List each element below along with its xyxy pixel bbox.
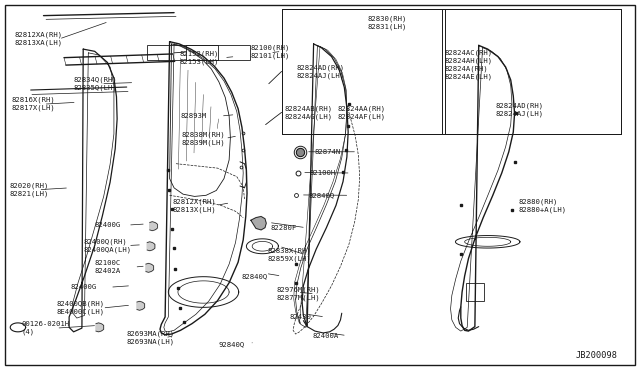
Text: 82100H: 82100H [310,170,336,176]
Bar [186,45,250,60]
Text: JB200098: JB200098 [575,351,618,360]
Bar [282,9,621,134]
Text: 82976M(RH)
82877M(LH): 82976M(RH) 82877M(LH) [276,287,320,301]
Text: 82816X(RH)
82817X(LH): 82816X(RH) 82817X(LH) [12,97,55,111]
Polygon shape [150,222,157,231]
Bar [282,9,445,134]
Text: 82874N: 82874N [315,149,341,155]
Text: 82152(RH)
82153(LH): 82152(RH) 82153(LH) [179,51,219,65]
Text: 82812XA(RH)
82813XA(LH): 82812XA(RH) 82813XA(LH) [14,32,62,46]
Text: 82100(RH)
82101(LH): 82100(RH) 82101(LH) [251,44,291,58]
Text: 82840Q: 82840Q [242,273,268,279]
Text: 82830(RH)
82831(LH): 82830(RH) 82831(LH) [368,16,408,30]
Polygon shape [147,242,155,251]
Polygon shape [137,301,145,310]
Text: 82280F: 82280F [270,225,296,231]
Text: 82693MA(RH)
82693NA(LH): 82693MA(RH) 82693NA(LH) [127,331,175,345]
Text: 82893M: 82893M [180,113,207,119]
Text: 82824AB(RH)
82824AG(LH): 82824AB(RH) 82824AG(LH) [285,105,333,119]
Text: 82400Q(RH)
82400QA(LH): 82400Q(RH) 82400QA(LH) [83,238,131,253]
Text: 82400QB(RH)
8E4000C(LH): 82400QB(RH) 8E4000C(LH) [56,301,104,315]
Bar [442,9,621,134]
Text: 82834Q(RH)
82835Q(LH): 82834Q(RH) 82835Q(LH) [74,77,117,91]
Text: 82880(RH)
82880+A(LH): 82880(RH) 82880+A(LH) [518,198,566,212]
Text: 92840Q: 92840Q [219,341,245,347]
Text: 00126-0201H
(4): 00126-0201H (4) [21,321,69,335]
Polygon shape [96,323,104,332]
Text: 82824AD(RH)
82824AJ(LH): 82824AD(RH) 82824AJ(LH) [496,103,544,117]
Text: 82400G: 82400G [95,222,121,228]
Text: 82812X(RH)
82813X(LH): 82812X(RH) 82813X(LH) [173,198,216,212]
Text: 82840Q: 82840Q [308,192,335,198]
Text: 82824AA(RH)
82824AF(LH): 82824AA(RH) 82824AF(LH) [337,105,385,119]
Polygon shape [251,217,266,230]
Text: 82838M(RH)
82839M(LH): 82838M(RH) 82839M(LH) [182,131,225,145]
Text: 82824AD(RH)
82824AJ(LH): 82824AD(RH) 82824AJ(LH) [297,64,345,78]
Text: 82020(RH)
82821(LH): 82020(RH) 82821(LH) [10,183,49,197]
Bar [147,45,218,60]
Text: 82824AC(RH)
82824AH(LH)
82824A(RH)
82824AE(LH): 82824AC(RH) 82824AH(LH) 82824A(RH) 82824… [444,50,492,80]
Text: 82400G: 82400G [70,284,97,290]
Text: 82400A: 82400A [312,333,339,339]
Polygon shape [146,263,154,272]
Text: 82100C
82402A: 82100C 82402A [95,260,121,274]
Bar [466,283,484,301]
Text: 82430: 82430 [290,314,312,320]
Text: 82838X(RH)
82859X(LH): 82838X(RH) 82859X(LH) [268,248,311,262]
